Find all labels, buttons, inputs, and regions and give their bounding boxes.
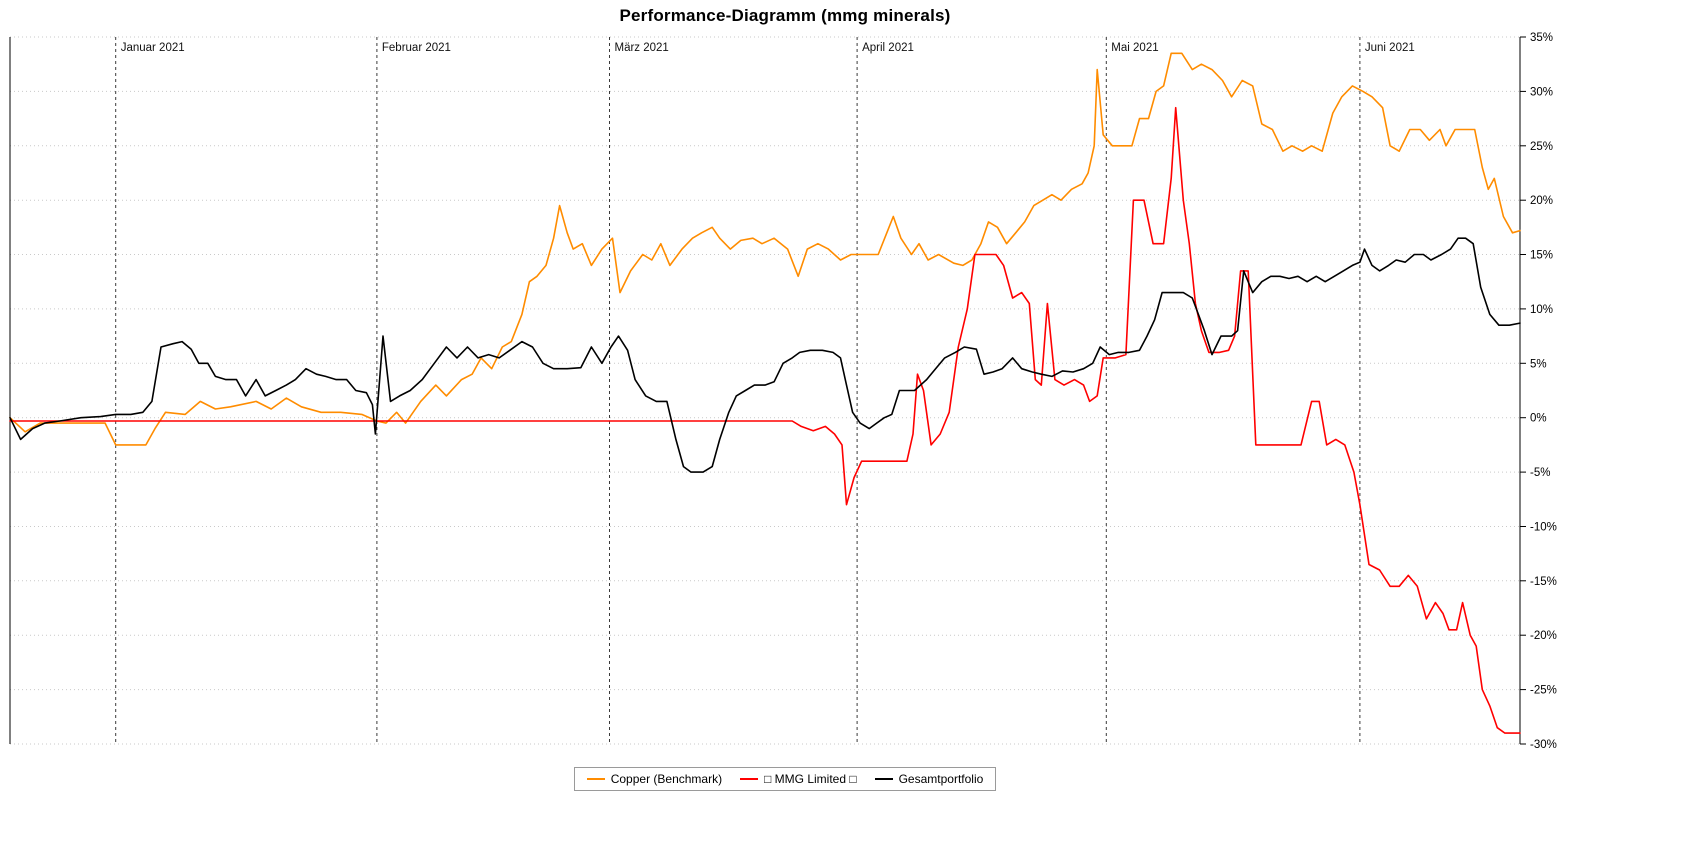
y-axis-label: 20% (1530, 195, 1553, 207)
month-label: April 2021 (862, 42, 914, 54)
month-label: März 2021 (615, 42, 669, 54)
y-axis-label: -10% (1530, 522, 1557, 534)
series-line-mmg-limited (9, 106, 1521, 734)
legend-box: Copper (Benchmark) □ MMG Limited □ Gesamtp… (573, 767, 997, 791)
legend-label-gesamtportfolio: Gesamtportfolio (898, 772, 984, 786)
month-label: Februar 2021 (382, 42, 451, 54)
y-axis-label: -15% (1530, 576, 1557, 588)
chart-title: Performance-Diagramm (mmg minerals) (619, 6, 951, 25)
y-axis-label: 25% (1530, 141, 1553, 153)
legend-item-copper-benchmark[interactable]: Copper (Benchmark) (586, 772, 723, 786)
legend-swatch-mmg-limited (740, 778, 759, 780)
legend-item-gesamtportfolio[interactable]: Gesamtportfolio (874, 772, 984, 786)
legend-label-mmg-limited: □ MMG Limited □ (764, 772, 857, 786)
y-axis-label: -30% (1530, 739, 1557, 751)
chart-legend: Copper (Benchmark) □ MMG Limited □ Gesamtp… (0, 767, 1570, 791)
y-axis-label: -25% (1530, 685, 1557, 697)
series-line-copper-benchmark (9, 52, 1521, 446)
legend-item-mmg-limited[interactable]: □ MMG Limited □ (740, 772, 857, 786)
y-axis-label: 0% (1530, 413, 1547, 425)
legend-label-copper-benchmark: Copper (Benchmark) (610, 772, 723, 786)
y-axis-label: 30% (1530, 86, 1553, 98)
legend-swatch-gesamtportfolio (874, 778, 893, 780)
legend-swatch-copper-benchmark (586, 778, 605, 780)
series-line-gesamtportfolio (9, 237, 1521, 473)
y-axis-label: -5% (1530, 467, 1550, 479)
performance-chart: 35% 30% 25% 20% 15% 10% 5% 0% -5% -10% -15% -20% -25… (9, 32, 1557, 751)
y-axis-label: 5% (1530, 358, 1547, 370)
y-axis-label: 10% (1530, 304, 1553, 316)
month-label: Mai 2021 (1111, 42, 1158, 54)
y-axis-label: 35% (1530, 32, 1553, 44)
month-label: Juni 2021 (1365, 42, 1415, 54)
month-label: Januar 2021 (121, 42, 185, 54)
y-axis-label: 15% (1530, 250, 1553, 262)
y-axis-label: -20% (1530, 630, 1557, 642)
